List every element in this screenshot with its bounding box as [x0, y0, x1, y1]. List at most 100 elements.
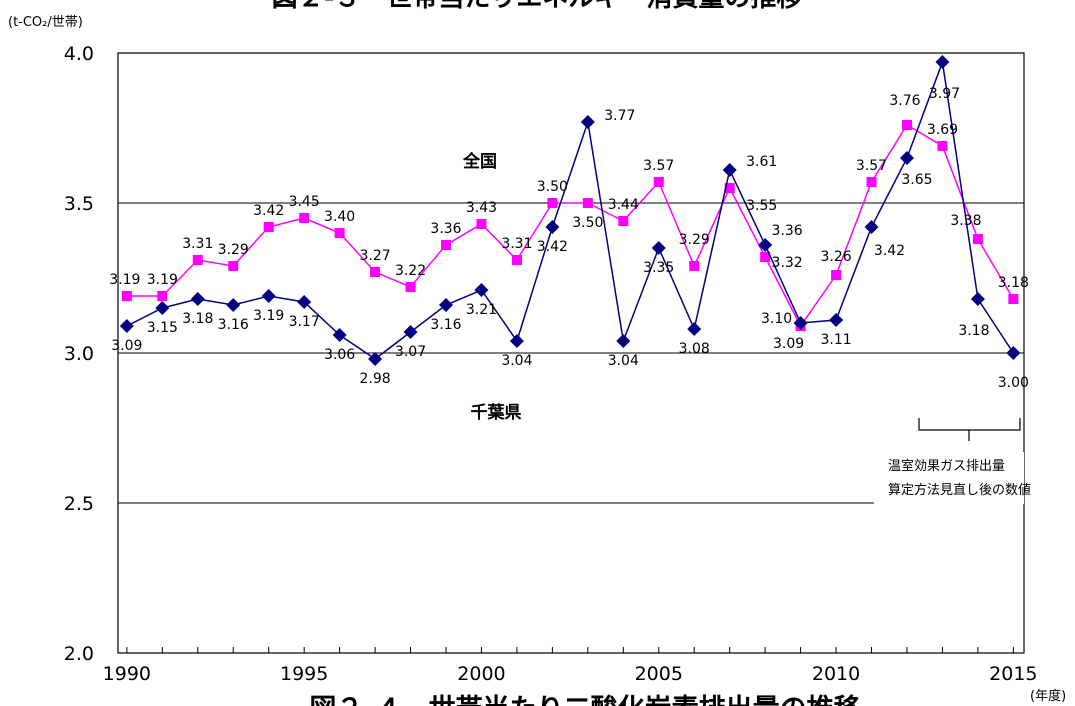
y-axis-unit-label: (t-CO₂/世帯)	[8, 15, 83, 30]
series-label-national: 全国	[462, 151, 497, 172]
point-chiba-2007	[722, 163, 737, 177]
point-national-2006	[689, 261, 700, 271]
point-chiba-1991	[155, 301, 170, 315]
label-chiba-1990: 3.09	[111, 338, 142, 354]
label-chiba-1998: 3.07	[395, 344, 426, 360]
label-chiba-1999: 3.16	[430, 317, 461, 333]
note-bracket	[918, 418, 1021, 441]
label-chiba-2011: 3.42	[874, 243, 905, 259]
point-chiba-2003	[580, 115, 595, 129]
label-national-1999: 3.36	[430, 221, 461, 237]
label-national-2005: 3.57	[643, 158, 674, 174]
label-chiba-2008: 3.36	[772, 223, 803, 239]
point-chiba-1999	[439, 298, 454, 312]
point-national-2008	[760, 252, 771, 262]
label-national-1990: 3.19	[109, 272, 140, 288]
point-chiba-2002	[545, 220, 560, 234]
point-chiba-1993	[226, 298, 241, 312]
label-national-1996: 3.40	[324, 209, 355, 225]
point-national-1991	[157, 291, 168, 301]
point-national-2001	[511, 255, 522, 265]
point-national-1996	[334, 228, 345, 238]
point-chiba-1994	[261, 289, 276, 303]
point-chiba-1995	[297, 295, 312, 309]
label-chiba-2006: 3.08	[679, 341, 710, 357]
point-national-1995	[299, 213, 310, 223]
data-labels: 3.19 3.19 3.31 3.29 3.42 3.453.40 3.27 3.22 3.36…	[109, 86, 1029, 391]
y-tick-label-4.0: 4.0	[64, 43, 94, 65]
point-chiba-2006	[687, 322, 702, 336]
point-national-1997	[370, 267, 381, 277]
note-line-2: 算定方法見直し後の数値	[888, 482, 1031, 498]
x-tick-label-2005: 2005	[635, 663, 683, 685]
point-chiba-2014	[970, 292, 985, 306]
label-chiba-1992: 3.18	[182, 311, 213, 327]
y-tick-label-2.0: 2.0	[64, 643, 94, 665]
label-chiba-1996: 3.06	[324, 347, 355, 363]
point-national-2013	[937, 141, 948, 151]
label-national-2011: 3.57	[856, 158, 887, 174]
label-national-1993: 3.29	[218, 242, 249, 258]
label-national-2000: 3.43	[466, 200, 497, 216]
series-label-chiba: 千葉県	[471, 402, 522, 423]
point-national-2004	[618, 216, 629, 226]
label-national-1995: 3.45	[289, 194, 320, 210]
label-chiba-2003: 3.77	[604, 108, 635, 124]
label-chiba-2007: 3.61	[746, 154, 777, 170]
point-chiba-1990	[119, 319, 134, 333]
label-national-2013: 3.69	[927, 122, 958, 138]
point-chiba-1996	[332, 328, 347, 342]
label-national-2007: 3.55	[746, 198, 777, 214]
label-national-2004: 3.44	[608, 197, 639, 213]
label-national-1991: 3.19	[147, 272, 178, 288]
x-axis-unit-label: (年度)	[1030, 688, 1066, 704]
label-national-1997: 3.27	[359, 248, 390, 264]
chart-title-bottom: 図２-４ 世帯当たり二酸化炭素排出量の推移	[309, 693, 860, 706]
point-national-2003	[582, 198, 593, 208]
point-national-1990	[121, 291, 132, 301]
label-national-2015: 3.18	[998, 275, 1029, 291]
label-chiba-2009: 3.10	[761, 311, 792, 327]
label-national-2002: 3.50	[537, 179, 568, 195]
series-group	[119, 55, 1021, 366]
label-national-1998: 3.22	[395, 263, 426, 279]
chart-title-top: 図２-３ 世帯当たりエネルギー消費量の推移	[272, 0, 803, 13]
label-chiba-2010: 3.11	[820, 332, 851, 348]
label-chiba-1994: 3.19	[253, 308, 284, 324]
point-national-1993	[228, 261, 239, 271]
series-line-0	[126, 123, 1015, 328]
label-chiba-1997: 2.98	[359, 371, 390, 387]
x-tick-label-2000: 2000	[457, 663, 505, 685]
point-chiba-2009	[793, 316, 808, 330]
point-chiba-2012	[899, 151, 914, 165]
label-chiba-1991: 3.15	[147, 320, 178, 336]
point-national-2002	[547, 198, 558, 208]
point-chiba-1997	[368, 352, 383, 366]
point-national-1994	[263, 222, 274, 232]
label-chiba-2004: 3.04	[608, 353, 639, 369]
point-national-2005	[653, 177, 664, 187]
label-national-2001: 3.31	[501, 236, 532, 252]
label-national-2003: 3.50	[572, 215, 603, 231]
point-national-2011	[866, 177, 877, 187]
point-chiba-1998	[403, 325, 418, 339]
label-chiba-2015: 3.00	[998, 375, 1029, 391]
label-national-2008: 3.32	[772, 255, 803, 271]
point-chiba-2011	[864, 220, 879, 234]
label-national-2006: 3.29	[679, 232, 710, 248]
x-tick-label-1990: 1990	[103, 663, 151, 685]
note-group: 温室効果ガス排出量 算定方法見直し後の数値	[874, 418, 1031, 504]
point-national-1999	[441, 240, 452, 250]
label-chiba-2000: 3.21	[466, 302, 497, 318]
point-national-2007	[724, 183, 735, 193]
point-chiba-2013	[935, 55, 950, 69]
note-line-1: 温室効果ガス排出量	[888, 458, 1005, 474]
point-chiba-2015	[1006, 346, 1021, 360]
x-tick-label-2010: 2010	[812, 663, 860, 685]
point-chiba-2004	[616, 334, 631, 348]
label-national-2012: 3.76	[889, 93, 920, 109]
label-national-2014: 3.38	[950, 213, 981, 229]
label-chiba-1993: 3.16	[218, 317, 249, 333]
label-chiba-2001: 3.04	[501, 353, 532, 369]
